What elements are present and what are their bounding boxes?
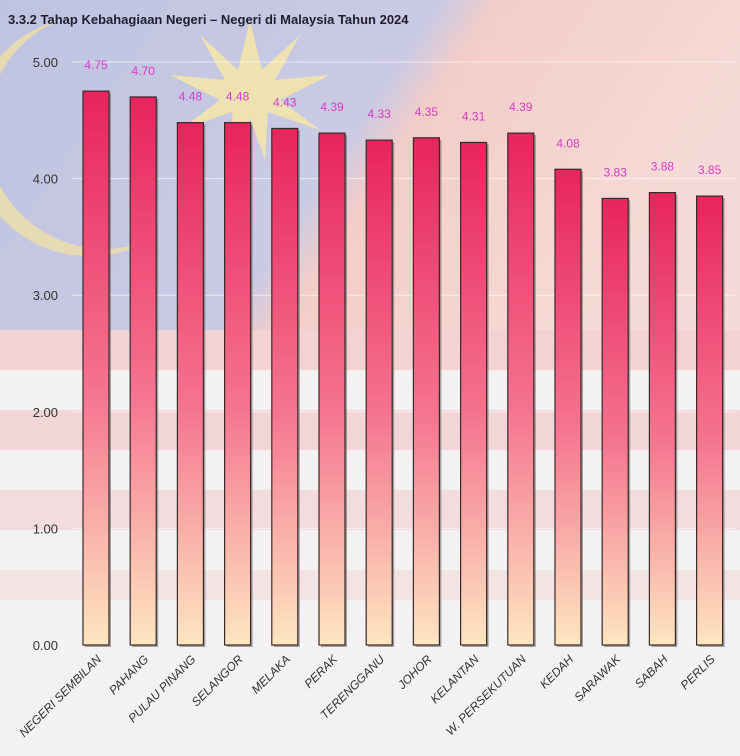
data-label: 4.70: [132, 64, 156, 78]
star-icon: [170, 20, 330, 160]
data-label: 4.75: [84, 58, 108, 72]
bar: [460, 141, 488, 646]
bar: [507, 132, 535, 646]
data-label: 3.88: [651, 160, 675, 174]
y-tick-label: 2.00: [33, 405, 58, 420]
data-label: 3.85: [698, 163, 722, 177]
bar: [412, 137, 440, 646]
y-tick-label: 0.00: [33, 638, 58, 653]
bar: [176, 122, 204, 646]
crescent-icon: [0, 20, 150, 257]
y-tick-label: 4.00: [33, 172, 58, 187]
bar: [365, 139, 393, 646]
data-label: 4.33: [368, 107, 392, 121]
bar: [648, 191, 677, 646]
data-label: 4.48: [179, 90, 203, 104]
data-label: 4.39: [320, 100, 344, 114]
bar: [82, 90, 110, 646]
bar: [554, 168, 582, 646]
data-label: 4.39: [509, 100, 533, 114]
y-tick-label: 1.00: [33, 521, 58, 536]
data-label: 4.48: [226, 90, 250, 104]
bar: [318, 132, 346, 646]
data-label: 4.35: [415, 105, 439, 119]
y-tick-label: 3.00: [33, 288, 58, 303]
data-label: 4.31: [462, 109, 486, 123]
bar: [271, 127, 299, 646]
bar: [129, 96, 157, 646]
bar: [695, 195, 724, 646]
data-label: 4.08: [556, 136, 580, 150]
data-label: 3.83: [604, 165, 628, 179]
bar: [601, 197, 629, 646]
y-tick-label: 5.00: [33, 55, 58, 70]
chart-title: 3.3.2 Tahap Kebahagiaan Negeri – Negeri …: [8, 12, 409, 27]
data-label: 4.43: [273, 95, 297, 109]
bar: [224, 122, 252, 646]
